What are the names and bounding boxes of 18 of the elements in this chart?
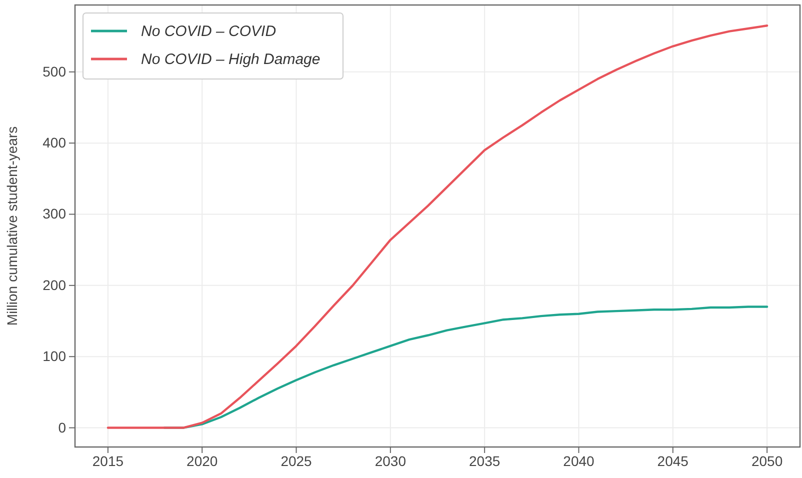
y-tick-label: 0 [58, 419, 66, 436]
x-tick-label: 2045 [657, 452, 689, 469]
y-tick-label: 300 [42, 206, 66, 222]
y-tick-label: 400 [42, 134, 66, 151]
x-tick-label: 2020 [186, 452, 218, 469]
x-tick-label: 2050 [751, 452, 783, 469]
legend-label: No COVID – COVID [141, 23, 276, 40]
y-tick-label: 100 [42, 348, 66, 364]
x-tick-label: 2035 [469, 452, 500, 469]
x-tick-label: 2040 [563, 452, 595, 469]
x-tick-label: 2030 [374, 452, 406, 469]
y-tick-label: 500 [42, 63, 66, 80]
y-tick-label: 200 [42, 276, 66, 293]
x-tick-label: 2025 [280, 452, 312, 469]
y-axis-title: Million cumulative student-years [4, 126, 20, 326]
legend-label: No COVID – High Damage [141, 51, 320, 68]
line-series [106, 24, 768, 429]
x-tick-label: 2015 [92, 452, 124, 469]
